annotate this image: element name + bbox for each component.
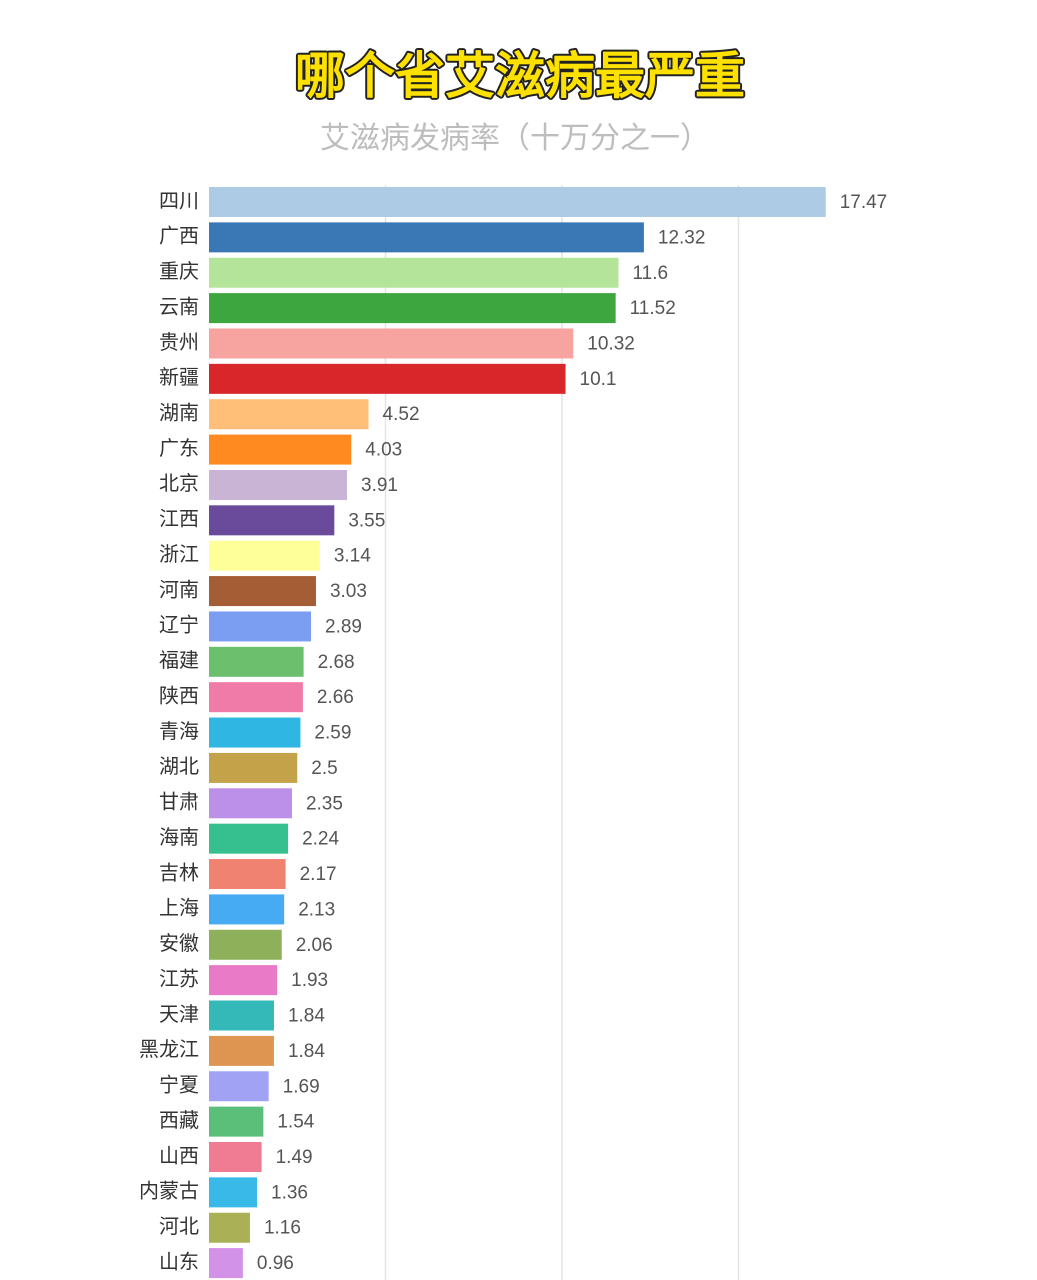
bar [209, 328, 574, 359]
bar [209, 646, 304, 677]
category-label: 重庆 [159, 260, 199, 283]
bar [209, 859, 286, 890]
category-label: 北京 [159, 472, 199, 495]
category-label: 贵州 [159, 331, 199, 354]
category-label: 吉林 [159, 861, 199, 884]
bar [209, 1000, 274, 1031]
bar [209, 399, 369, 430]
value-label: 10.1 [580, 369, 617, 390]
bar [209, 752, 298, 783]
category-label: 山东 [159, 1250, 199, 1273]
bar [209, 1212, 250, 1243]
value-label: 11.6 [632, 263, 668, 284]
bar [209, 434, 352, 465]
category-label: 内蒙古 [139, 1180, 199, 1203]
category-label: 广西 [159, 225, 199, 248]
bar [209, 540, 320, 571]
bar [209, 1106, 264, 1137]
value-label: 1.84 [288, 1041, 325, 1062]
chart-title: 哪个省艾滋病最严重 [295, 48, 745, 104]
value-label: 1.16 [264, 1218, 301, 1239]
category-label: 河南 [159, 578, 199, 601]
value-label: 1.93 [291, 970, 328, 991]
value-label: 2.17 [300, 864, 337, 885]
value-label: 1.54 [277, 1112, 314, 1133]
value-label: 1.36 [271, 1182, 308, 1203]
category-label: 西藏 [159, 1109, 199, 1132]
bar [209, 257, 619, 288]
bar [209, 1071, 269, 1102]
bar [209, 611, 312, 642]
value-label: 10.32 [587, 333, 635, 354]
value-label: 1.84 [288, 1006, 325, 1027]
value-label: 1.69 [283, 1076, 320, 1097]
category-label: 湖南 [159, 402, 199, 425]
bar [209, 576, 316, 607]
bar [209, 682, 303, 713]
category-label: 云南 [159, 295, 199, 318]
bar [209, 894, 285, 925]
category-label: 天津 [159, 1003, 199, 1026]
category-label: 新疆 [159, 366, 199, 389]
value-label: 2.68 [318, 652, 355, 673]
bar [209, 717, 301, 748]
value-label: 4.03 [365, 440, 402, 461]
value-label: 3.91 [361, 475, 398, 496]
category-label: 江西 [159, 508, 199, 531]
bar [209, 1141, 262, 1172]
category-label: 黑龙江 [139, 1038, 199, 1061]
bar [209, 1177, 258, 1208]
value-label: 2.13 [298, 899, 335, 920]
category-label: 湖北 [159, 755, 199, 778]
value-label: 1.49 [276, 1147, 313, 1168]
category-label: 江苏 [159, 967, 199, 990]
bar [209, 187, 826, 217]
bar [209, 363, 566, 394]
chart-subtitle: 艾滋病发病率（十万分之一） [320, 122, 710, 155]
category-label: 甘肃 [159, 791, 199, 814]
value-label: 2.24 [302, 829, 339, 850]
category-label: 陕西 [159, 684, 199, 707]
category-label: 福建 [159, 649, 199, 672]
category-label: 安徽 [159, 932, 199, 955]
bar [209, 929, 282, 960]
value-label: 12.32 [658, 227, 706, 248]
category-label: 海南 [159, 826, 199, 849]
category-label: 上海 [159, 897, 199, 920]
category-label: 山西 [159, 1144, 199, 1167]
value-label: 11.52 [630, 298, 676, 319]
value-label: 4.52 [383, 404, 420, 425]
category-label: 宁夏 [159, 1074, 199, 1097]
bar [209, 823, 289, 854]
bar [209, 222, 644, 253]
value-label: 2.89 [325, 616, 362, 637]
bar [209, 293, 616, 324]
bar [209, 1035, 274, 1066]
category-label: 辽宁 [159, 614, 199, 637]
category-label: 四川 [159, 190, 199, 212]
value-label: 2.66 [317, 687, 354, 708]
bar [209, 1248, 243, 1279]
bar [209, 788, 292, 819]
value-label: 2.5 [311, 758, 337, 779]
category-label: 河北 [159, 1215, 199, 1238]
category-label: 青海 [159, 720, 199, 743]
bar [209, 469, 348, 500]
value-label: 17.47 [840, 192, 888, 213]
bar [209, 965, 278, 996]
value-label: 3.55 [348, 510, 385, 531]
category-label: 浙江 [159, 543, 199, 566]
value-label: 2.59 [314, 723, 351, 744]
bar [209, 505, 335, 536]
value-label: 0.96 [257, 1253, 294, 1274]
value-label: 2.35 [306, 793, 343, 814]
value-label: 3.03 [330, 581, 367, 602]
value-label: 3.14 [334, 546, 371, 567]
value-label: 2.06 [296, 935, 333, 956]
category-label: 广东 [159, 437, 199, 460]
